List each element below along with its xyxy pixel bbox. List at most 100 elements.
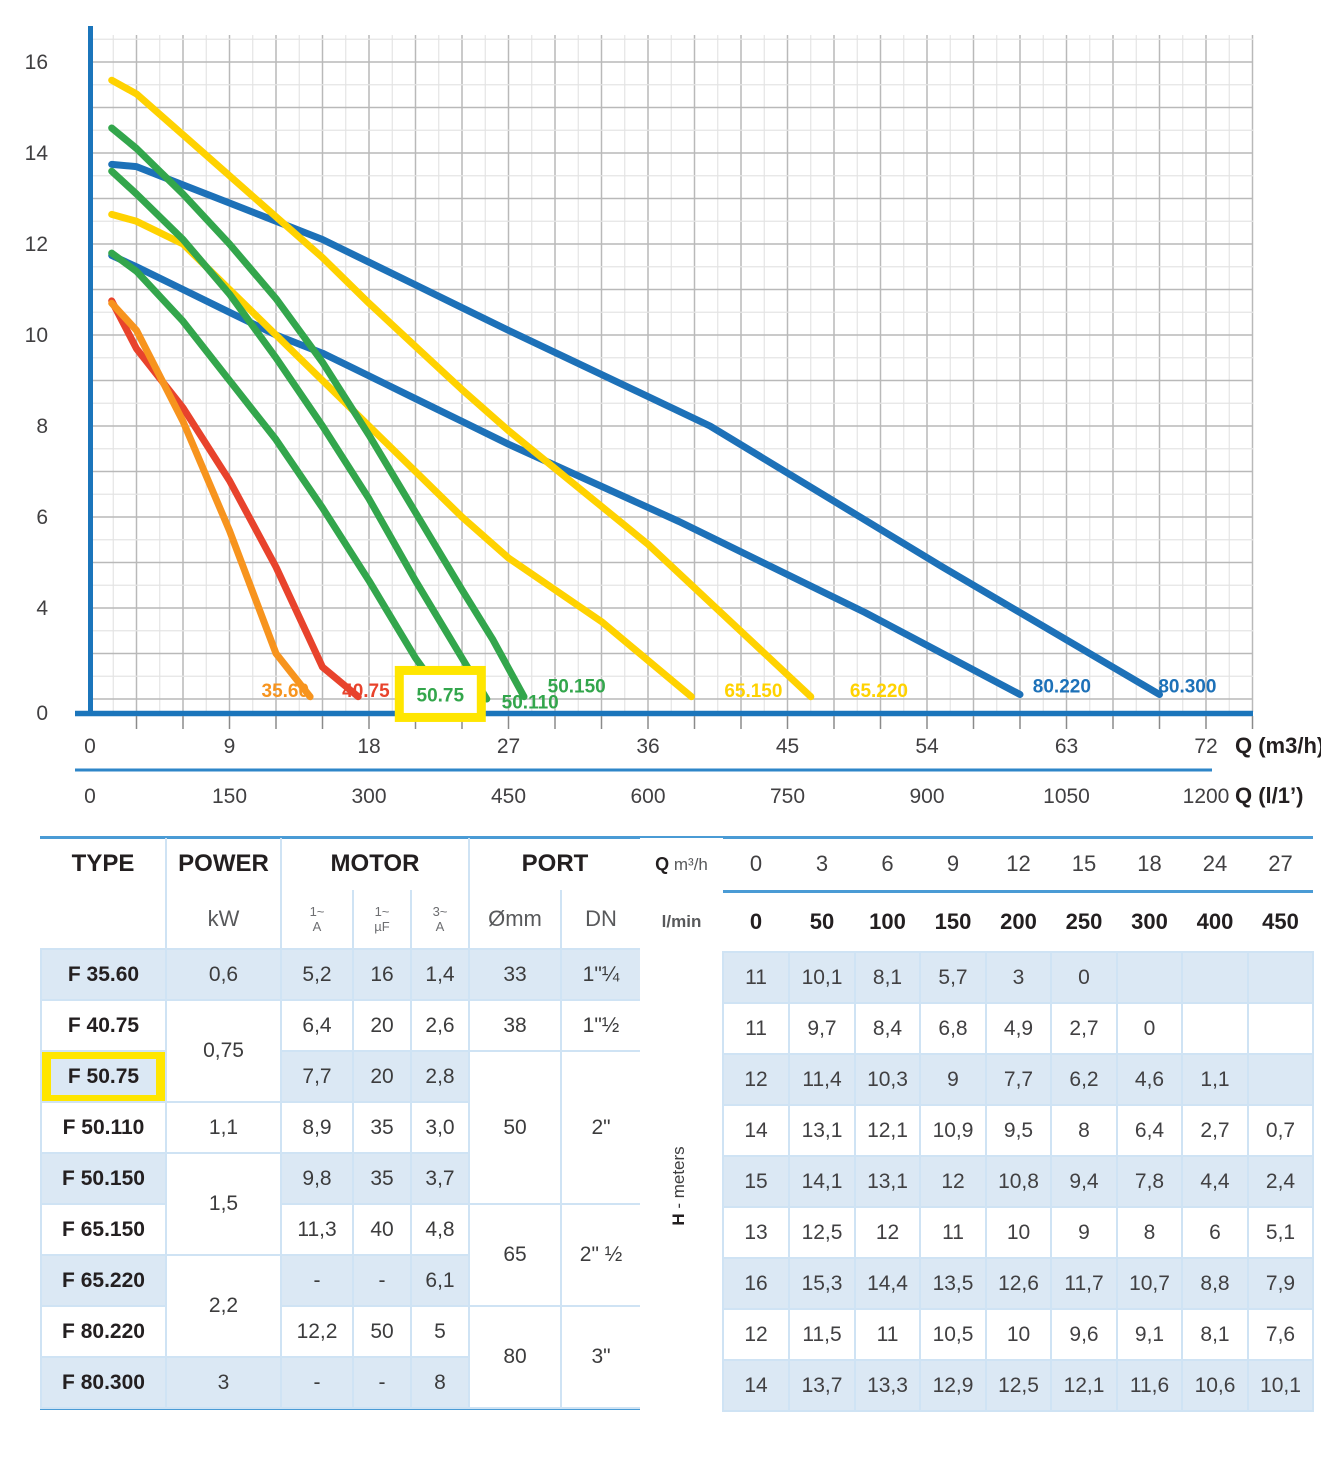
table-cell: F 40.75 [40, 999, 167, 1052]
table-top-rule [40, 836, 1313, 839]
table-cell: 1,5 [165, 1152, 282, 1256]
col-header-type: TYPE [41, 838, 167, 890]
table-cell: 2" [559, 1050, 643, 1205]
h-value-cell: 4,4 [1181, 1155, 1249, 1208]
table-cell: 11,3 [280, 1203, 354, 1256]
table-cell: 6,4 [280, 999, 354, 1052]
chart-grid [92, 35, 1254, 712]
qh-curve-chart: 16 14 12 10 8 6 4 0 0 9 18 27 36 45 54 63 72 0 150 300 450 60… [25, 26, 1321, 808]
table-cell: 20 [352, 999, 412, 1052]
h-value-cell: 2,7 [1181, 1104, 1249, 1157]
h-value-cell: 12,6 [985, 1257, 1052, 1310]
table-cell: F 80.220 [40, 1305, 167, 1358]
table-cell: 1"¼ [559, 948, 643, 1001]
q-value-header: 6 [855, 838, 920, 893]
table-cell: - [280, 1254, 354, 1307]
x-axis-ticks [135, 716, 1254, 729]
col-header-power: POWER [166, 838, 282, 890]
table-row: F 50.75 7,7 20 2,8 50 2" [40, 1050, 643, 1205]
h-value-cell: 12,5 [788, 1206, 856, 1259]
h-value-cell [1116, 951, 1183, 1004]
h-value-cell: 14 [722, 1359, 790, 1412]
lmin-value-header: 100 [869, 909, 906, 934]
h-value-cell: 13,5 [919, 1257, 987, 1310]
h-value-cell: 11 [722, 1002, 790, 1055]
h-value-cell: 11 [722, 951, 790, 1004]
table-cell: 1"½ [559, 999, 643, 1052]
spacer-cell [640, 1207, 723, 1258]
spec-table-right: Q m³/h 0 3 6 9 12 15 18 24 27 l/min 0 50 100 150 200… [640, 838, 1314, 1412]
axis-title-lmin: Q (l/1’) [1235, 783, 1303, 808]
svg-text:1050: 1050 [1043, 785, 1090, 808]
h-value-cell: 8,8 [1181, 1257, 1249, 1310]
h-value-cell: 13,7 [788, 1359, 856, 1412]
table-row: F 40.75 0,75 6,4 20 2,6 38 1"½ [40, 999, 643, 1103]
lmin-value-header: 50 [809, 909, 835, 934]
h-value-cell: 6,4 [1116, 1104, 1183, 1157]
h-value-cell: 1,1 [1181, 1053, 1249, 1106]
svg-text:27: 27 [497, 735, 520, 758]
table-cell: 50 [352, 1305, 412, 1358]
spacer-cell [41, 890, 167, 949]
h-value-cell: 11,7 [1050, 1257, 1118, 1310]
svg-text:18: 18 [357, 735, 380, 758]
table-cell: 50 [468, 1050, 562, 1205]
table-cell: 20 [352, 1050, 412, 1103]
table-cell: 5,2 [280, 948, 354, 1001]
lmin-value-header: 0 [749, 909, 763, 934]
table-cell: 12,2 [280, 1305, 354, 1358]
h-value-cell: 10,9 [919, 1104, 987, 1157]
svg-text:600: 600 [630, 785, 665, 808]
h-value-cell: 7,8 [1116, 1155, 1183, 1208]
h-value-cell: 6 [1181, 1206, 1249, 1259]
svg-text:1200: 1200 [1183, 785, 1230, 808]
h-value-cell: 10,1 [788, 951, 856, 1004]
curve-50.150 [108, 124, 528, 701]
svg-text:54: 54 [915, 735, 939, 758]
h-value-cell: 13,1 [854, 1155, 921, 1208]
h-values-row: 12 11,4 10,3 9 7,7 6,2 4,6 1,1 [640, 1053, 1314, 1106]
spec-table-left: TYPE POWER MOTOR PORT kW 1~ A 1~ µF 3~ A Øm… [40, 838, 643, 1409]
h-value-cell: 10,6 [1181, 1359, 1249, 1412]
curve-label-65.220: 65.220 [850, 681, 908, 702]
table-cell: 0,6 [165, 948, 282, 1001]
h-value-cell [1181, 951, 1249, 1004]
h-values-row: 13 12,5 12 11 10 9 8 6 5,1 [640, 1206, 1314, 1259]
h-value-cell: 12 [722, 1053, 790, 1106]
curve-label-40.75: 40.75 [342, 681, 390, 702]
table-cell: 80 [468, 1305, 562, 1409]
lmin-value-header: 200 [1000, 909, 1037, 934]
col-header-port: PORT [469, 838, 643, 890]
svg-text:36: 36 [636, 735, 659, 758]
motor-sub-uf: 1~ µF [353, 890, 412, 949]
table-cell: 1,1 [165, 1101, 282, 1154]
table-row: F 50.110 1,1 8,9 35 3,0 [40, 1101, 641, 1154]
h-value-cell: 10,1 [1247, 1359, 1314, 1412]
curve-40.75 [108, 297, 362, 701]
h-value-cell: 10,3 [854, 1053, 921, 1106]
h-value-cell: 5,1 [1247, 1206, 1314, 1259]
lmin-value-header: 250 [1065, 909, 1103, 934]
table-cell: 3" [559, 1305, 643, 1409]
svg-text:300: 300 [351, 785, 386, 808]
lmin-value-header: 300 [1131, 909, 1168, 934]
h-values-row: 11 10,1 8,1 5,7 3 0 [640, 951, 1314, 1004]
curve-50.75 [108, 249, 447, 701]
table-cell: 35 [352, 1152, 412, 1205]
h-value-cell: 8 [1050, 1104, 1118, 1157]
h-value-cell: 4,6 [1116, 1053, 1183, 1106]
table-cell: 5 [410, 1305, 470, 1358]
table-cell: 35 [352, 1101, 412, 1154]
h-value-cell: 6,8 [919, 1002, 987, 1055]
h-value-cell: 9,1 [1116, 1308, 1183, 1361]
h-value-cell: 14 [722, 1104, 790, 1157]
svg-text:8: 8 [36, 415, 48, 438]
curve-label-35.60: 35.60 [262, 681, 310, 702]
table-row: F 65.220 2,2- -6,1 [40, 1254, 641, 1358]
q-value-header: 9 [920, 838, 986, 893]
table-cell: 38 [468, 999, 562, 1052]
h-value-cell: 2,4 [1247, 1155, 1314, 1208]
h-meters-axis-label: H - meters [669, 1146, 688, 1226]
table-cell: 9,8 [280, 1152, 354, 1205]
